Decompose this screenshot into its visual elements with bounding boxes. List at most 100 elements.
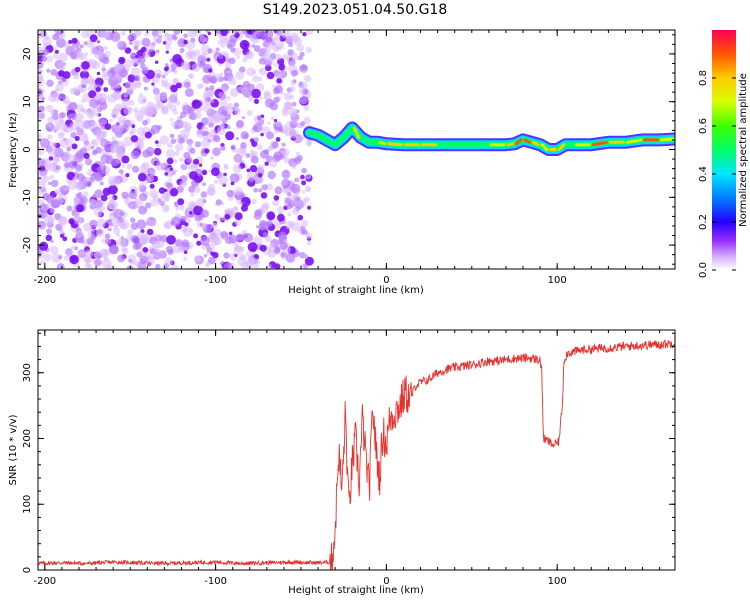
noise-cell — [46, 127, 52, 132]
noise-cell — [229, 88, 239, 97]
noise-cell — [130, 149, 140, 160]
noise-cell — [109, 196, 115, 202]
noise-cell — [207, 48, 213, 54]
noise-cell — [150, 220, 157, 227]
noise-cell — [258, 223, 266, 231]
noise-cell — [101, 258, 112, 269]
noise-cell — [128, 40, 133, 45]
noise-cell — [141, 252, 151, 262]
noise-cell — [107, 227, 112, 232]
noise-cell — [165, 245, 174, 254]
noise-cell — [101, 64, 106, 68]
noise-cell — [300, 81, 308, 89]
noise-cell — [262, 202, 270, 210]
noise-cell — [54, 46, 58, 50]
noise-cell — [183, 39, 188, 45]
spectrogram-y-tick-label: 20 — [22, 48, 33, 61]
noise-cell — [100, 194, 108, 202]
noise-cell — [291, 34, 300, 43]
noise-cell — [239, 39, 250, 50]
noise-cell — [263, 149, 270, 155]
noise-cell — [252, 75, 259, 83]
noise-cell — [279, 72, 284, 77]
noise-cell — [38, 90, 44, 101]
noise-cell — [200, 138, 211, 148]
noise-cell — [235, 232, 245, 242]
noise-cell — [130, 203, 136, 209]
noise-cell — [58, 52, 68, 62]
noise-cell — [134, 140, 145, 150]
noise-cell — [160, 235, 168, 243]
noise-cell — [134, 81, 142, 89]
noise-cell — [281, 148, 290, 157]
noise-cell — [216, 126, 226, 136]
noise-cell — [248, 177, 254, 183]
noise-cell — [267, 264, 272, 268]
noise-cell — [112, 148, 116, 153]
noise-cell — [135, 55, 139, 59]
noise-cell — [260, 132, 264, 137]
noise-cell — [121, 155, 130, 164]
noise-cell — [164, 188, 168, 192]
noise-cell — [144, 131, 152, 139]
noise-cell — [96, 71, 101, 76]
noise-cell — [203, 88, 213, 98]
noise-cell — [166, 157, 174, 165]
noise-cell — [227, 70, 232, 75]
noise-cell — [90, 146, 95, 150]
noise-cell — [40, 138, 50, 148]
noise-cell — [203, 66, 210, 73]
noise-cell — [76, 50, 83, 57]
noise-cell — [173, 159, 178, 164]
noise-cell — [141, 37, 151, 47]
noise-cell — [151, 78, 156, 82]
noise-cell — [225, 131, 235, 141]
noise-cell — [135, 242, 142, 250]
noise-cell — [104, 123, 112, 130]
noise-cell — [275, 74, 280, 79]
noise-cell — [152, 240, 161, 249]
noise-cell — [190, 163, 198, 171]
noise-cell — [289, 86, 296, 93]
noise-cell — [202, 74, 212, 84]
noise-cell — [170, 90, 179, 99]
noise-cell — [72, 86, 79, 93]
noise-cell — [277, 213, 285, 222]
noise-cell — [42, 48, 49, 56]
noise-cell — [69, 254, 79, 265]
noise-cell — [138, 172, 147, 182]
noise-cell — [163, 70, 169, 76]
noise-cell — [302, 229, 308, 235]
noise-cell — [157, 198, 162, 203]
noise-cell — [304, 75, 312, 83]
noise-cell — [207, 183, 216, 191]
noise-cell — [164, 257, 173, 266]
noise-cell — [281, 178, 291, 189]
noise-cell — [82, 109, 87, 114]
noise-cell — [173, 30, 181, 35]
noise-cell — [281, 170, 291, 179]
noise-cell — [94, 171, 104, 182]
noise-cell — [175, 206, 180, 211]
noise-cell — [307, 205, 312, 210]
noise-cell — [247, 256, 256, 264]
noise-cell — [81, 30, 89, 39]
noise-cell — [274, 263, 281, 269]
noise-cell — [242, 116, 245, 120]
noise-cell — [246, 168, 251, 173]
noise-cell — [75, 164, 83, 172]
noise-cell — [48, 156, 54, 161]
noise-cell — [171, 216, 181, 227]
noise-cell — [164, 206, 169, 211]
noise-cell — [142, 264, 146, 268]
noise-cell — [200, 235, 211, 246]
noise-cell — [154, 90, 159, 95]
noise-cell — [98, 159, 106, 167]
noise-cell — [88, 75, 92, 79]
noise-cell — [76, 127, 83, 135]
noise-cell — [60, 233, 64, 238]
noise-cell — [300, 219, 309, 228]
noise-cell — [131, 67, 141, 77]
